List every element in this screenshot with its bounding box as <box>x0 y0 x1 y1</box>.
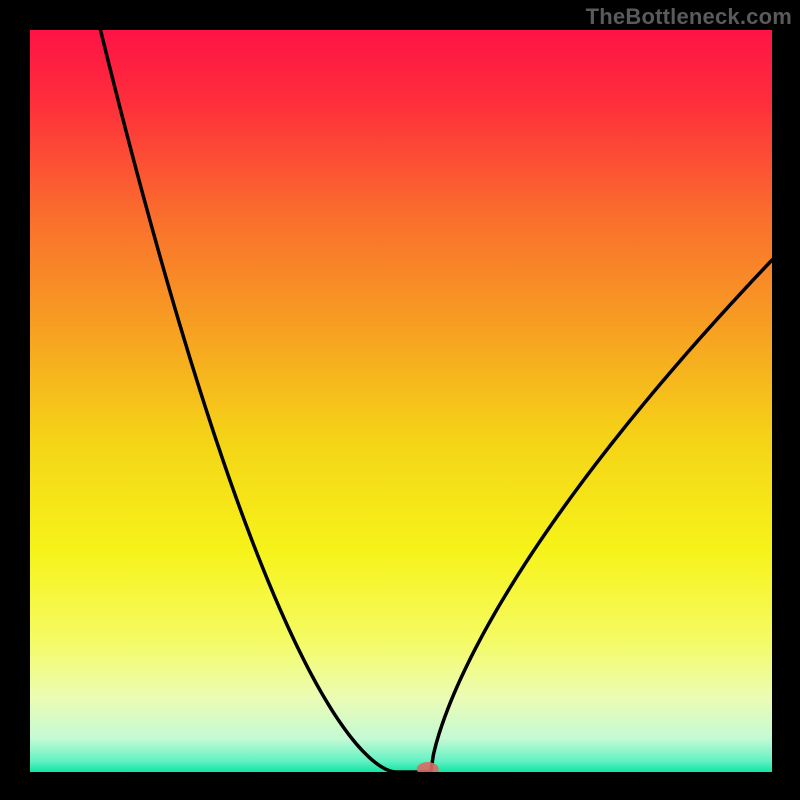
watermark-text: TheBottleneck.com <box>586 4 792 30</box>
chart-svg <box>30 30 772 772</box>
chart-background <box>30 30 772 772</box>
chart-plot-area <box>30 30 772 772</box>
